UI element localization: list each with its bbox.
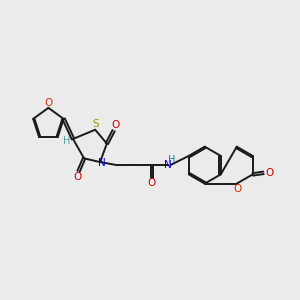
Text: O: O	[45, 98, 53, 108]
Text: O: O	[234, 184, 242, 194]
Text: H: H	[168, 154, 176, 165]
Text: O: O	[111, 120, 119, 130]
Text: O: O	[265, 167, 273, 178]
Text: O: O	[74, 172, 82, 182]
Text: N: N	[98, 158, 106, 168]
Text: H: H	[62, 136, 70, 146]
Text: O: O	[148, 178, 156, 188]
Text: S: S	[93, 119, 99, 129]
Text: N: N	[164, 160, 171, 170]
